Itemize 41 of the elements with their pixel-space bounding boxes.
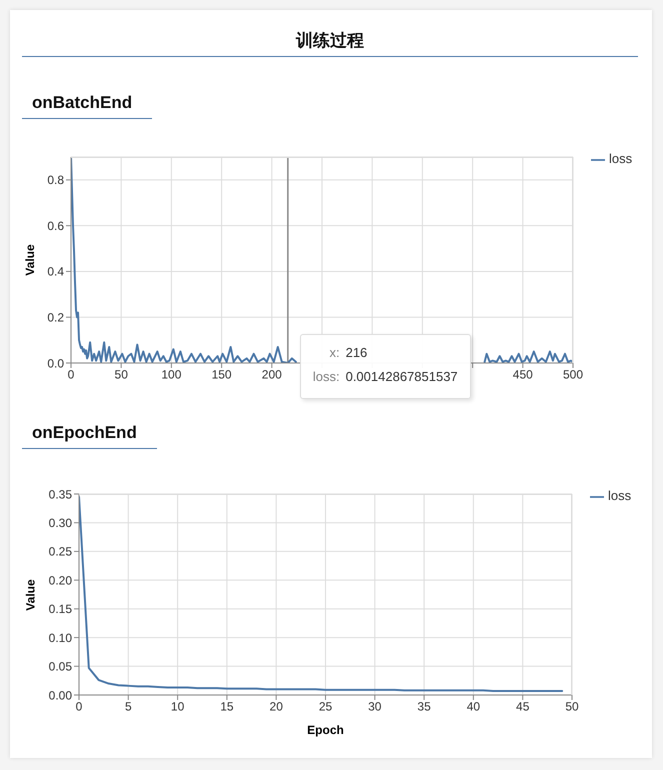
chart-title: onEpochEnd [22,418,157,449]
y-tick-label: 0.6 [47,218,64,233]
chart-subtitle: onBatchEnd [22,88,152,119]
y-tick-label: 0.8 [47,173,64,188]
y-axis-title: Value [22,243,38,278]
y-tick-label: 0.4 [47,264,64,279]
x-tick-label: 25 [318,700,332,714]
y-tick-label: 0.20 [48,573,72,588]
x-tick-label: 50 [565,700,579,714]
y-tick-label: 0.15 [48,602,72,616]
x-tick-label: 40 [466,700,480,714]
legend-label: loss [608,488,632,503]
annotation: x: 216 loss: 0.00142867851537 [312,344,458,386]
chart-title: 训练过程 [22,26,638,57]
legend-label: loss [609,151,632,166]
y-tick-label: 0.25 [48,544,72,559]
x-tick-label: 50 [114,368,128,382]
x-axis-title: Epoch [306,722,345,738]
x-tick-label: 5 [124,700,132,714]
y-tick-label: 0.00 [48,688,72,702]
y-tick-label: 0.30 [48,516,72,530]
x-tick-label: 500 [562,368,584,382]
y-tick-label: 0.05 [48,660,72,674]
x-tick-label: 30 [368,700,382,714]
x-tick-label: 10 [170,700,185,714]
y-tick-label: 0.35 [48,487,72,502]
y-tick-label: 0.10 [48,630,72,645]
x-tick-label: 0 [76,700,83,714]
x-tick-label: 450 [512,368,534,382]
y-tick-label: 0.2 [47,310,64,324]
y-axis-title: Value [22,578,38,612]
x-tick-label: 20 [270,700,284,714]
x-tick-label: 200 [262,368,282,382]
x-tick-label: 35 [417,700,432,714]
tooltip: x: 216 loss: 0.00142867851537 [300,334,471,399]
x-tick-label: 150 [212,368,232,382]
x-tick-label: 45 [516,700,530,714]
x-tick-label: 15 [220,700,234,714]
y-tick-label: 0.0 [47,356,64,370]
x-tick-label: 100 [161,368,182,382]
x-tick-label: 0 [68,368,75,382]
